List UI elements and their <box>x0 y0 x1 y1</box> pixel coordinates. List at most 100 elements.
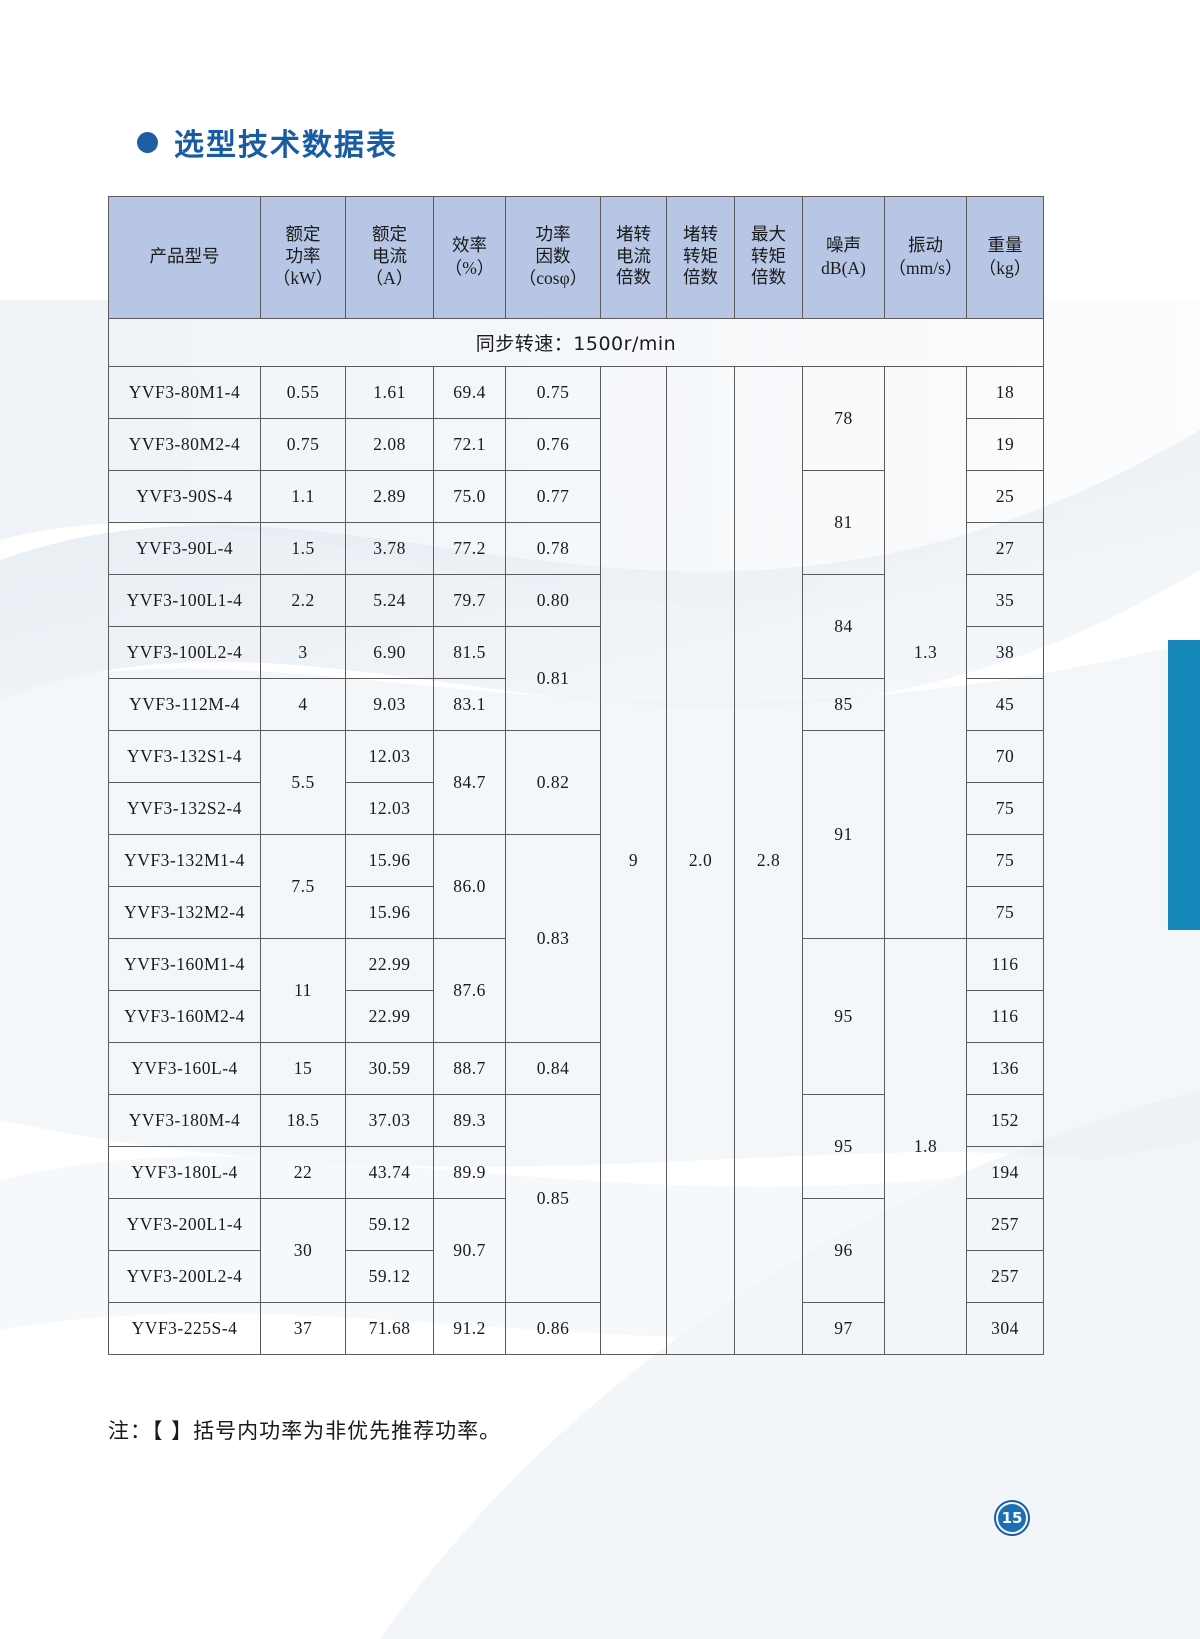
cell-power-factor: 0.77 <box>505 470 601 523</box>
cell-efficiency: 86.0 <box>433 834 506 939</box>
cell-model: YVF3-90S-4 <box>108 470 261 523</box>
column-header-weight: 重量 （kg） <box>966 196 1044 319</box>
cell-model: YVF3-90L-4 <box>108 522 261 575</box>
cell-weight: 257 <box>966 1198 1044 1251</box>
cell-efficiency: 77.2 <box>433 522 506 575</box>
table-header-row: 产品型号 额定 功率 （kW） 额定 电流 （A） 效率 （%） <box>108 196 1044 319</box>
cell-model: YVF3-160M1-4 <box>108 938 261 991</box>
cell-vibration: 1.3 <box>884 366 967 939</box>
cell-power: 2.2 <box>260 574 346 627</box>
cell-locked-rotor-current: 9 <box>600 366 667 1355</box>
cell-power-factor: 0.81 <box>505 626 601 731</box>
cell-weight: 18 <box>966 366 1044 419</box>
page-title-text: 选型技术数据表 <box>174 128 398 163</box>
cell-power: 5.5 <box>260 730 346 835</box>
cell-current: 15.96 <box>345 834 434 887</box>
column-header-model: 产品型号 <box>108 196 261 319</box>
cell-noise: 97 <box>802 1302 885 1355</box>
cell-model: YVF3-132M2-4 <box>108 886 261 939</box>
cell-efficiency: 75.0 <box>433 470 506 523</box>
cell-efficiency: 79.7 <box>433 574 506 627</box>
cell-efficiency: 81.5 <box>433 626 506 679</box>
cell-weight: 75 <box>966 782 1044 835</box>
cell-weight: 45 <box>966 678 1044 731</box>
cell-power: 1.1 <box>260 470 346 523</box>
column-header-locked-rotor-current: 堵转 电流 倍数 <box>600 196 667 319</box>
cell-model: YVF3-225S-4 <box>108 1302 261 1355</box>
cell-locked-rotor-torque: 2.0 <box>666 366 735 1355</box>
cell-weight: 136 <box>966 1042 1044 1095</box>
cell-model: YVF3-180M-4 <box>108 1094 261 1147</box>
cell-weight: 257 <box>966 1250 1044 1303</box>
column-header-noise: 噪声 dB(A) <box>802 196 885 319</box>
cell-current: 43.74 <box>345 1146 434 1199</box>
spec-table: 产品型号 额定 功率 （kW） 额定 电流 （A） 效率 （%） <box>108 196 1044 1355</box>
cell-current: 59.12 <box>345 1198 434 1251</box>
cell-power-factor: 0.84 <box>505 1042 601 1095</box>
cell-power: 0.75 <box>260 418 346 471</box>
cell-weight: 27 <box>966 522 1044 575</box>
cell-current: 30.59 <box>345 1042 434 1095</box>
cell-model: YVF3-100L1-4 <box>108 574 261 627</box>
cell-power-factor: 0.78 <box>505 522 601 575</box>
cell-power: 37 <box>260 1302 346 1355</box>
cell-model: YVF3-100L2-4 <box>108 626 261 679</box>
cell-weight: 25 <box>966 470 1044 523</box>
cell-efficiency: 88.7 <box>433 1042 506 1095</box>
cell-weight: 116 <box>966 990 1044 1043</box>
cell-model: YVF3-132M1-4 <box>108 834 261 887</box>
page-number-badge: 15 <box>994 1500 1030 1536</box>
cell-noise: 85 <box>802 678 885 731</box>
synchronous-speed-label: 同步转速：1500r/min <box>108 318 1044 367</box>
cell-noise: 95 <box>802 1094 885 1199</box>
cell-current: 1.61 <box>345 366 434 419</box>
cell-current: 37.03 <box>345 1094 434 1147</box>
cell-current: 71.68 <box>345 1302 434 1355</box>
cell-model: YVF3-200L2-4 <box>108 1250 261 1303</box>
cell-current: 12.03 <box>345 782 434 835</box>
cell-efficiency: 72.1 <box>433 418 506 471</box>
cell-efficiency: 69.4 <box>433 366 506 419</box>
spec-table-container: 产品型号 额定 功率 （kW） 额定 电流 （A） 效率 （%） <box>108 196 1044 1355</box>
table-subheader-row: 同步转速：1500r/min <box>108 318 1044 367</box>
cell-current: 2.08 <box>345 418 434 471</box>
cell-noise: 81 <box>802 470 885 575</box>
cell-weight: 38 <box>966 626 1044 679</box>
cell-weight: 75 <box>966 886 1044 939</box>
cell-model: YVF3-160M2-4 <box>108 990 261 1043</box>
cell-weight: 152 <box>966 1094 1044 1147</box>
cell-weight: 35 <box>966 574 1044 627</box>
cell-current: 3.78 <box>345 522 434 575</box>
cell-power-factor: 0.80 <box>505 574 601 627</box>
cell-efficiency: 83.1 <box>433 678 506 731</box>
cell-current: 12.03 <box>345 730 434 783</box>
cell-current: 9.03 <box>345 678 434 731</box>
cell-weight: 194 <box>966 1146 1044 1199</box>
page-title: 选型技术数据表 <box>137 120 398 164</box>
cell-efficiency: 90.7 <box>433 1198 506 1303</box>
cell-power-factor: 0.82 <box>505 730 601 835</box>
cell-current: 5.24 <box>345 574 434 627</box>
cell-current: 59.12 <box>345 1250 434 1303</box>
cell-current: 2.89 <box>345 470 434 523</box>
column-header-power-factor: 功率 因数 （cosφ） <box>505 196 601 319</box>
column-header-current: 额定 电流 （A） <box>345 196 434 319</box>
cell-model: YVF3-132S2-4 <box>108 782 261 835</box>
cell-current: 15.96 <box>345 886 434 939</box>
cell-model: YVF3-80M2-4 <box>108 418 261 471</box>
side-tab-marker <box>1168 640 1200 930</box>
cell-power-factor: 0.76 <box>505 418 601 471</box>
column-header-vibration: 振动 （mm/s） <box>884 196 967 319</box>
cell-power: 4 <box>260 678 346 731</box>
cell-vibration: 1.8 <box>884 938 967 1355</box>
bullet-dot-icon <box>137 131 158 153</box>
cell-noise: 96 <box>802 1198 885 1303</box>
cell-efficiency: 91.2 <box>433 1302 506 1355</box>
cell-noise: 95 <box>802 938 885 1095</box>
cell-power: 0.55 <box>260 366 346 419</box>
cell-power-factor: 0.75 <box>505 366 601 419</box>
cell-power: 7.5 <box>260 834 346 939</box>
cell-power: 1.5 <box>260 522 346 575</box>
cell-efficiency: 89.3 <box>433 1094 506 1147</box>
cell-power-factor: 0.83 <box>505 834 601 1043</box>
